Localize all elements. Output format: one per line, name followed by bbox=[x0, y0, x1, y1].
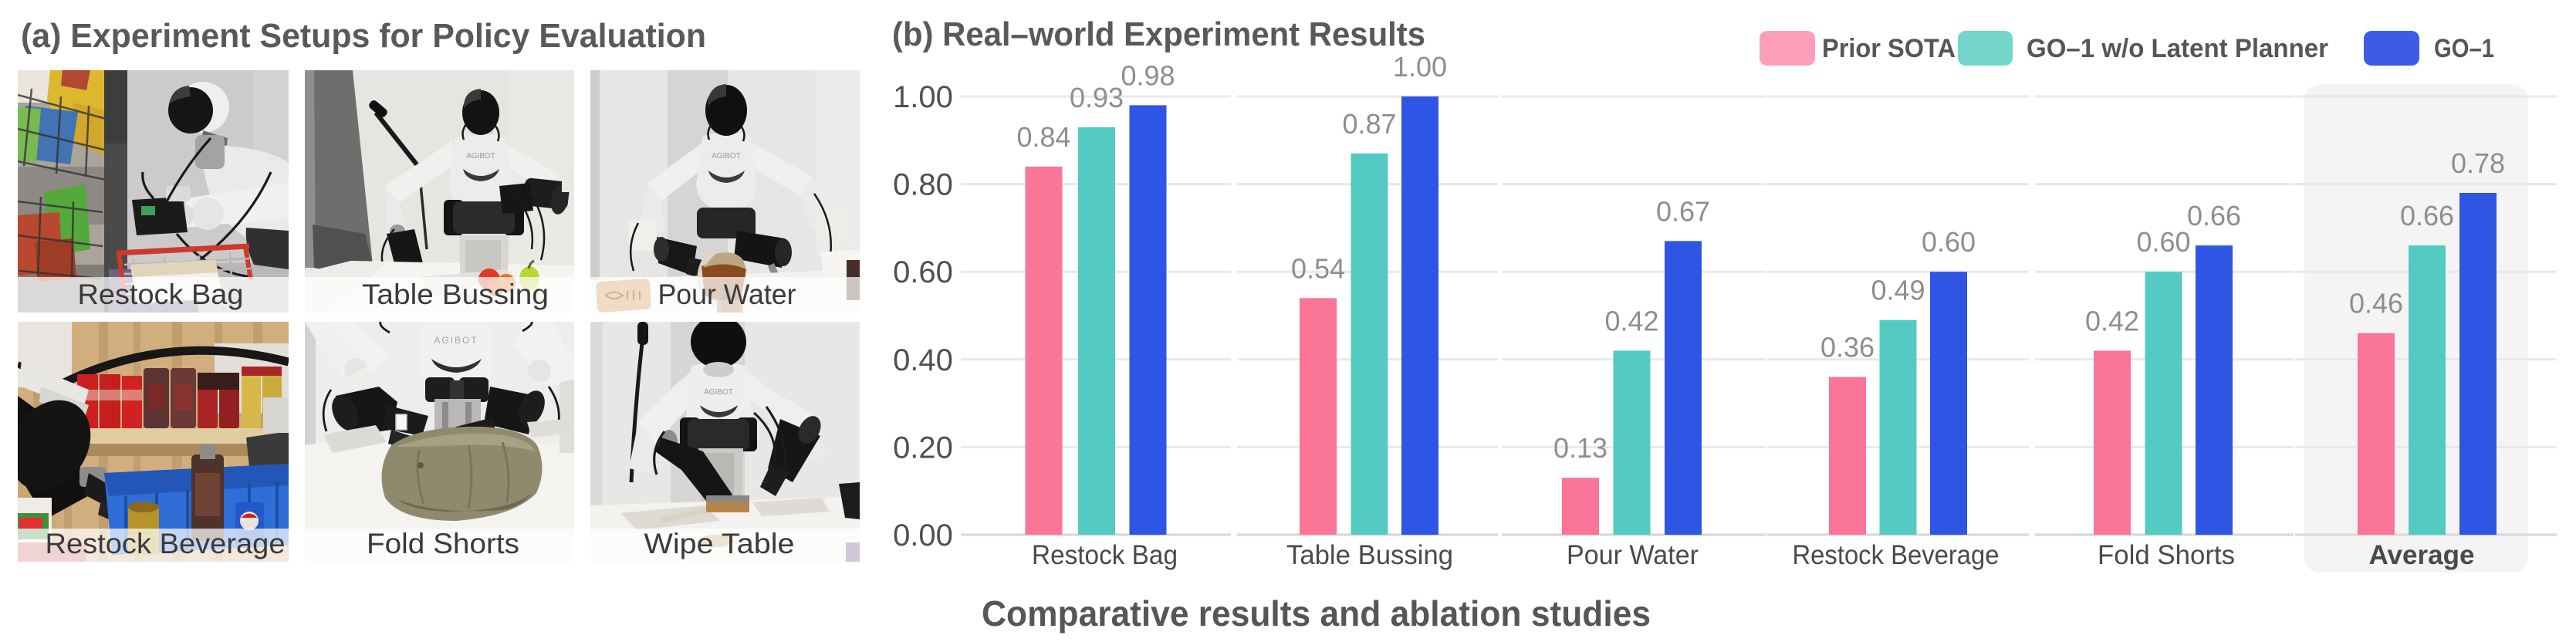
svg-text:Restock Beverage: Restock Beverage bbox=[46, 528, 286, 559]
svg-text:Comparative results and ablati: Comparative results and ablation studies bbox=[982, 593, 1651, 634]
svg-text:0.60: 0.60 bbox=[893, 255, 953, 289]
svg-text:1.00: 1.00 bbox=[1393, 51, 1447, 83]
svg-text:0.66: 0.66 bbox=[2400, 200, 2454, 231]
svg-text:GO–1 w/o Latent Planner: GO–1 w/o Latent Planner bbox=[2027, 34, 2328, 63]
svg-text:0.13: 0.13 bbox=[1553, 432, 1607, 464]
svg-text:0.93: 0.93 bbox=[1070, 82, 1124, 113]
svg-text:0.00: 0.00 bbox=[893, 519, 953, 552]
svg-text:(a) Experiment Setups for Poli: (a) Experiment Setups for Policy Evaluat… bbox=[21, 17, 706, 55]
svg-text:0.60: 0.60 bbox=[1922, 226, 1976, 258]
svg-text:0.49: 0.49 bbox=[1871, 275, 1925, 306]
svg-text:Pour Water: Pour Water bbox=[1567, 540, 1699, 570]
svg-text:Restock Bag: Restock Bag bbox=[78, 279, 244, 310]
svg-text:0.42: 0.42 bbox=[1604, 305, 1658, 336]
svg-text:0.36: 0.36 bbox=[1820, 332, 1875, 363]
svg-text:Table Bussing: Table Bussing bbox=[1286, 540, 1453, 570]
svg-text:0.42: 0.42 bbox=[2085, 305, 2139, 336]
svg-text:0.20: 0.20 bbox=[893, 431, 953, 465]
svg-text:Restock Bag: Restock Bag bbox=[1032, 540, 1178, 570]
svg-text:Prior SOTA: Prior SOTA bbox=[1822, 34, 1956, 63]
svg-text:0.67: 0.67 bbox=[1656, 195, 1710, 227]
svg-text:0.54: 0.54 bbox=[1291, 252, 1345, 284]
svg-text:Fold Shorts: Fold Shorts bbox=[2098, 540, 2235, 570]
svg-text:0.66: 0.66 bbox=[2187, 200, 2241, 231]
svg-text:AGIBOT: AGIBOT bbox=[704, 388, 733, 397]
svg-text:AGIBOT: AGIBOT bbox=[712, 152, 741, 160]
svg-text:(b) Real–world Experiment Resu: (b) Real–world Experiment Results bbox=[892, 15, 1425, 53]
svg-text:Pour Water: Pour Water bbox=[658, 279, 796, 310]
svg-text:0.60: 0.60 bbox=[2136, 226, 2190, 258]
svg-text:0.78: 0.78 bbox=[2451, 147, 2505, 179]
svg-text:0.40: 0.40 bbox=[893, 343, 953, 377]
svg-text:Wipe Table: Wipe Table bbox=[644, 528, 795, 559]
svg-text:Restock Beverage: Restock Beverage bbox=[1793, 540, 2000, 570]
svg-text:1.00: 1.00 bbox=[893, 80, 953, 114]
svg-text:AGIBOT: AGIBOT bbox=[434, 335, 478, 346]
svg-text:0.46: 0.46 bbox=[2349, 288, 2403, 319]
svg-text:Table Bussing: Table Bussing bbox=[362, 279, 549, 310]
svg-text:Fold Shorts: Fold Shorts bbox=[367, 528, 519, 559]
svg-text:AGIBOT: AGIBOT bbox=[466, 152, 495, 160]
svg-text:0.98: 0.98 bbox=[1121, 59, 1175, 91]
svg-text:0.84: 0.84 bbox=[1016, 121, 1070, 153]
svg-text:0.80: 0.80 bbox=[893, 168, 953, 202]
svg-text:Average: Average bbox=[2369, 540, 2475, 570]
svg-text:GO–1: GO–1 bbox=[2434, 34, 2494, 63]
svg-text:0.87: 0.87 bbox=[1342, 108, 1396, 140]
